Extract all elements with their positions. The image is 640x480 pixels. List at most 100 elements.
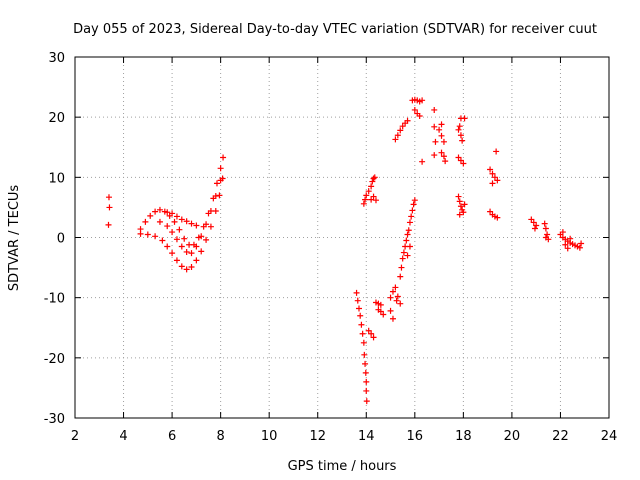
data-point <box>389 315 396 322</box>
data-point <box>362 196 369 203</box>
x-tick-label: 4 <box>119 429 127 444</box>
data-point <box>156 206 163 213</box>
data-point <box>442 158 449 165</box>
data-point <box>193 257 200 264</box>
data-point <box>457 132 464 139</box>
data-point <box>370 334 377 341</box>
data-point <box>392 284 399 291</box>
data-point <box>173 236 180 243</box>
data-point <box>173 257 180 264</box>
series-late-peak <box>392 96 426 165</box>
data-point <box>353 289 360 296</box>
data-point <box>432 138 439 145</box>
data-point <box>455 126 462 133</box>
data-point <box>377 308 384 315</box>
data-point <box>419 158 426 165</box>
data-point <box>461 201 468 208</box>
data-point <box>359 330 366 337</box>
data-point <box>576 244 583 251</box>
data-point <box>406 243 413 250</box>
series-mid-cluster <box>372 284 404 322</box>
data-point <box>368 196 375 203</box>
series-morning-upper-loop <box>137 154 227 248</box>
data-point <box>392 136 399 143</box>
x-tick-label: 24 <box>601 429 618 444</box>
data-point <box>203 221 210 228</box>
data-point <box>494 214 501 221</box>
data-point <box>169 229 176 236</box>
data-point <box>493 148 500 155</box>
data-point <box>542 225 549 232</box>
series-night-a <box>487 148 501 221</box>
data-point <box>455 193 462 200</box>
data-point <box>360 200 367 207</box>
data-point <box>400 249 407 256</box>
grid <box>75 57 609 418</box>
data-point <box>457 157 464 164</box>
data-point <box>371 174 378 181</box>
data-point <box>461 115 468 122</box>
data-point <box>440 138 447 145</box>
data-point <box>369 178 376 185</box>
data-point <box>105 221 112 228</box>
data-point <box>159 237 166 244</box>
y-tick-label: -10 <box>44 292 65 307</box>
data-point <box>354 297 361 304</box>
data-point <box>456 211 463 218</box>
data-point <box>459 137 466 144</box>
data-point <box>533 222 540 229</box>
data-point <box>176 226 183 233</box>
data-point <box>404 117 411 124</box>
data-point <box>489 180 496 187</box>
data-point <box>405 227 412 234</box>
data-point <box>544 231 551 238</box>
data-point <box>408 213 415 220</box>
x-tick-label: 16 <box>407 429 424 444</box>
y-tick-labels: -30 -20 -10 0 10 20 30 <box>44 51 65 427</box>
x-axis-label: GPS time / hours <box>288 459 397 474</box>
data-point <box>169 210 176 217</box>
data-point <box>178 243 185 250</box>
x-tick-label: 14 <box>358 429 375 444</box>
data-point <box>207 223 214 230</box>
data-point <box>403 237 410 244</box>
data-point <box>387 307 394 314</box>
series-afternoon-rise <box>360 174 379 207</box>
data-point <box>491 174 498 181</box>
data-point <box>106 204 113 211</box>
data-point <box>564 245 571 252</box>
data-point <box>178 263 185 270</box>
data-point <box>530 219 537 226</box>
series-morning-middle-band <box>156 177 224 257</box>
data-point <box>360 339 367 346</box>
series-night-b <box>528 216 552 243</box>
data-point <box>397 300 404 307</box>
y-tick-label: 30 <box>48 51 65 66</box>
data-point <box>357 312 364 319</box>
data-point <box>203 236 210 243</box>
data-point <box>137 230 144 237</box>
data-point <box>380 311 387 318</box>
series-night-c <box>557 229 585 252</box>
data-point <box>188 250 195 257</box>
data-point <box>363 192 370 199</box>
data-point <box>460 160 467 167</box>
data-point <box>431 123 438 130</box>
data-point <box>404 252 411 259</box>
data-point <box>456 198 463 205</box>
data-point <box>142 218 149 225</box>
x-tick-label: 20 <box>504 429 521 444</box>
data-point <box>365 188 372 195</box>
x-tick-label: 22 <box>552 429 569 444</box>
data-point <box>489 170 496 177</box>
data-point <box>541 220 548 227</box>
y-tick-label: 20 <box>48 111 65 126</box>
x-tick-label: 8 <box>216 429 224 444</box>
series-evening-descend <box>455 193 468 218</box>
data-point <box>368 183 375 190</box>
data-point <box>193 243 200 250</box>
data-point <box>147 212 154 219</box>
data-point <box>198 248 205 255</box>
data-point <box>181 235 188 242</box>
